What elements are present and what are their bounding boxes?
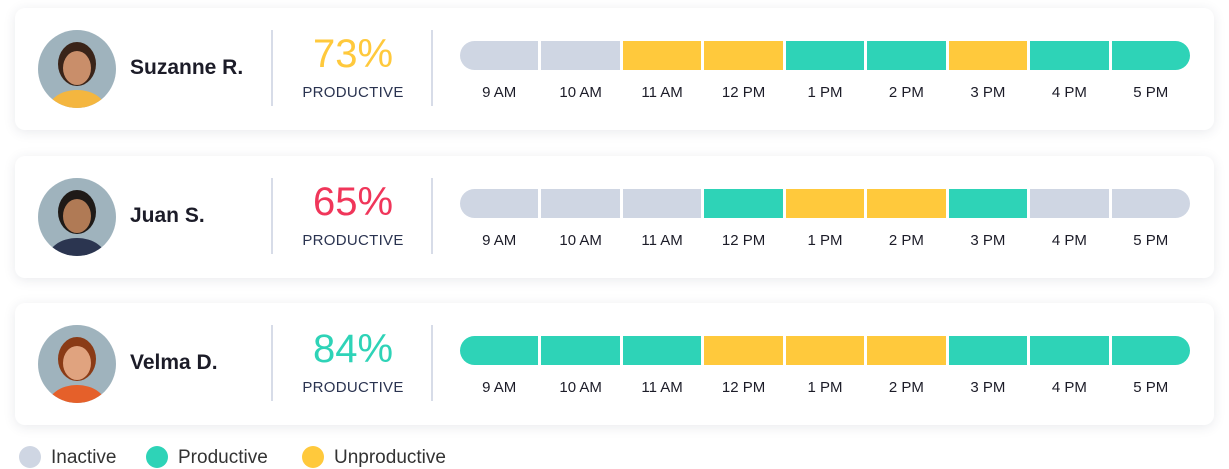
hour-label: 12 PM (721, 84, 766, 101)
divider (431, 178, 433, 254)
hour-label: 11 AM (641, 379, 683, 396)
hour-label: 1 PM (807, 379, 843, 396)
status-segment (1111, 41, 1190, 70)
status-segment (541, 41, 620, 70)
employee-card: Velma D. 84% PRODUCTIVE 9 AM 10 AM 11 AM 12 PM… (15, 303, 1214, 425)
status-segment (867, 41, 946, 70)
legend-swatch (302, 446, 324, 468)
hour-label: 3 PM (970, 232, 1006, 249)
divider (271, 325, 273, 401)
hour-label: 5 PM (1133, 379, 1169, 396)
status-segment (1111, 336, 1190, 365)
hour-label: 12 PM (721, 232, 766, 249)
legend-label: Inactive (51, 447, 117, 468)
status-segment (785, 336, 865, 365)
hour-label: 4 PM (1051, 232, 1087, 249)
hour-label: 9 AM (482, 84, 517, 101)
status-segment (1030, 189, 1109, 218)
status-segment (867, 189, 946, 218)
status-segment (867, 336, 946, 365)
hour-label: 2 PM (888, 379, 924, 396)
avatar-image (38, 30, 116, 108)
productivity-score: 65% (312, 180, 394, 224)
hour-label: 4 PM (1051, 84, 1087, 101)
score-label: PRODUCTIVE (302, 379, 404, 396)
avatar-image (38, 178, 116, 256)
employee-card: Suzanne R. 73% PRODUCTIVE 9 AM 10 AM 11 AM 12 … (15, 8, 1214, 130)
hour-label: 5 PM (1133, 84, 1169, 101)
status-segment (704, 189, 783, 218)
status-segment (460, 189, 539, 218)
status-segment (704, 336, 783, 365)
hour-label: 9 AM (482, 379, 517, 396)
status-segment (948, 41, 1028, 70)
divider (431, 325, 433, 401)
status-segment (785, 189, 865, 218)
status-segment (622, 189, 702, 218)
status-segment (460, 336, 539, 365)
hour-label: 1 PM (807, 84, 843, 101)
status-segment (1030, 41, 1109, 70)
status-segment (541, 189, 620, 218)
status-segment (622, 336, 702, 365)
employee-name: Velma D. (130, 351, 218, 374)
hour-label: 10 AM (559, 84, 602, 101)
avatar (38, 325, 116, 403)
status-segment (948, 336, 1028, 365)
employee-card: Juan S. 65% PRODUCTIVE 9 AM 10 AM 11 AM 12 PM 1… (15, 156, 1214, 278)
hour-label: 1 PM (807, 232, 843, 249)
hour-label: 5 PM (1133, 232, 1169, 249)
hour-label: 4 PM (1051, 379, 1087, 396)
productivity-score: 84% (312, 327, 394, 371)
hour-label: 2 PM (888, 232, 924, 249)
status-segment (785, 41, 865, 70)
legend-label: Unproductive (334, 447, 446, 468)
hour-label: 9 AM (482, 232, 517, 249)
status-segment (1030, 336, 1109, 365)
hour-label: 10 AM (559, 232, 602, 249)
hour-label: 2 PM (888, 84, 924, 101)
legend-swatch (19, 446, 41, 468)
divider (431, 30, 433, 106)
status-segment (460, 41, 539, 70)
hour-label: 10 AM (559, 379, 602, 396)
status-segment (1111, 189, 1190, 218)
status-segment (622, 41, 702, 70)
employee-name: Suzanne R. (130, 56, 244, 79)
divider (271, 30, 273, 106)
avatar-image (38, 325, 116, 403)
avatar (38, 178, 116, 256)
hour-label: 3 PM (970, 379, 1006, 396)
hour-label: 11 AM (641, 232, 683, 249)
employee-name: Juan S. (130, 204, 205, 227)
status-segment (704, 41, 783, 70)
hour-label: 11 AM (641, 84, 683, 101)
divider (271, 178, 273, 254)
status-segment (948, 189, 1028, 218)
score-label: PRODUCTIVE (302, 232, 404, 249)
productivity-score: 73% (312, 32, 394, 76)
avatar (38, 30, 116, 108)
hour-label: 3 PM (970, 84, 1006, 101)
hour-label: 12 PM (721, 379, 766, 396)
legend-swatch (146, 446, 168, 468)
status-segment (541, 336, 620, 365)
legend-label: Productive (178, 447, 268, 468)
score-label: PRODUCTIVE (302, 84, 404, 101)
